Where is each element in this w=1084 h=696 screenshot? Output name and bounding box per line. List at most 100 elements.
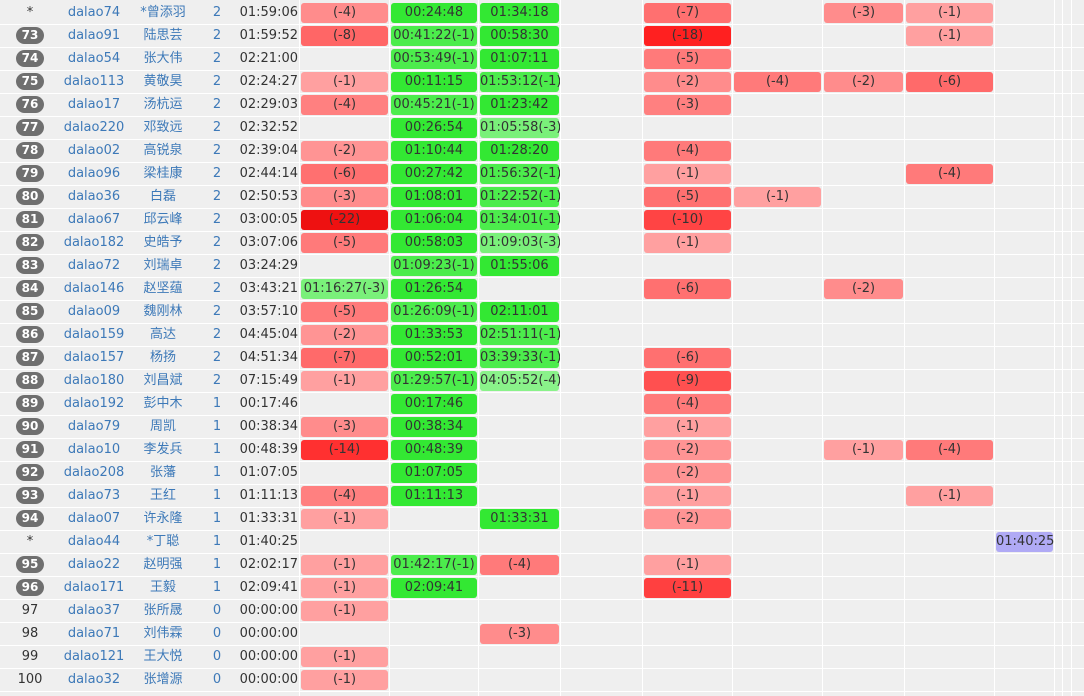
problem-cell[interactable]: 01:07:11 (478, 48, 560, 70)
problem-cell[interactable]: 01:08:01 (389, 186, 478, 208)
problem-cell[interactable]: 00:48:39 (389, 439, 478, 461)
problem-cell[interactable]: (-3) (299, 416, 389, 438)
problem-cell[interactable]: (-5) (642, 186, 732, 208)
problem-cell[interactable]: (-5) (299, 232, 389, 254)
problem-cell[interactable]: (-1) (299, 370, 389, 392)
user-link[interactable]: dalao17 (67, 97, 121, 112)
problem-cell[interactable]: (-4) (642, 393, 732, 415)
user-link[interactable]: dalao96 (67, 166, 121, 181)
problem-cell[interactable]: 01:29:57(-1) (389, 370, 478, 392)
user-link[interactable]: dalao09 (67, 304, 121, 319)
problem-cell[interactable]: 00:58:03 (389, 232, 478, 254)
user-link[interactable]: dalao182 (63, 235, 125, 250)
problem-cell[interactable]: 02:09:41 (389, 577, 478, 599)
problem-cell[interactable]: (-5) (299, 301, 389, 323)
problem-cell[interactable]: (-1) (642, 163, 732, 185)
problem-cell[interactable]: 00:27:42 (389, 163, 478, 185)
user-link[interactable]: dalao79 (67, 419, 121, 434)
problem-cell[interactable]: (-1) (299, 669, 389, 691)
problem-cell[interactable]: (-7) (299, 347, 389, 369)
problem-cell[interactable]: (-2) (822, 71, 904, 93)
problem-cell[interactable]: (-1) (642, 554, 732, 576)
problem-cell[interactable]: (-7) (642, 2, 732, 24)
user-link[interactable]: dalao54 (67, 51, 121, 66)
problem-cell[interactable]: 01:07:05 (389, 462, 478, 484)
problem-cell[interactable]: 00:53:49(-1) (389, 48, 478, 70)
problem-cell[interactable]: 01:28:20 (478, 140, 560, 162)
problem-cell[interactable]: 01:23:42 (478, 94, 560, 116)
problem-cell[interactable]: (-1) (904, 25, 994, 47)
user-link[interactable]: dalao74 (67, 5, 121, 20)
user-link[interactable]: dalao121 (63, 649, 125, 664)
user-link[interactable]: dalao32 (67, 672, 121, 687)
problem-cell[interactable]: (-6) (642, 278, 732, 300)
problem-cell[interactable]: (-3) (642, 94, 732, 116)
problem-cell[interactable]: 04:05:52(-4) (478, 370, 562, 392)
problem-cell[interactable]: 00:38:34 (389, 416, 478, 438)
user-link[interactable]: dalao157 (63, 350, 125, 365)
problem-cell[interactable]: (-2) (822, 278, 904, 300)
user-link[interactable]: dalao67 (67, 212, 121, 227)
problem-cell[interactable]: (-1) (299, 508, 389, 530)
problem-cell[interactable]: 01:10:44 (389, 140, 478, 162)
problem-cell[interactable]: (-18) (642, 25, 732, 47)
problem-cell[interactable]: (-1) (642, 232, 732, 254)
problem-cell[interactable]: (-2) (642, 462, 732, 484)
problem-cell[interactable]: (-3) (299, 186, 389, 208)
problem-cell[interactable]: (-6) (642, 347, 732, 369)
problem-cell[interactable]: 01:40:25 (994, 531, 1054, 553)
problem-cell[interactable]: 01:56:32(-1) (478, 163, 562, 185)
problem-cell[interactable]: 00:45:21(-1) (389, 94, 478, 116)
problem-cell[interactable]: (-1) (299, 577, 389, 599)
user-link[interactable]: dalao02 (67, 143, 121, 158)
problem-cell[interactable]: (-4) (904, 439, 994, 461)
problem-cell[interactable]: (-4) (299, 2, 389, 24)
problem-cell[interactable]: (-3) (822, 2, 904, 24)
problem-cell[interactable]: (-4) (642, 140, 732, 162)
problem-cell[interactable]: 01:34:01(-1) (478, 209, 562, 231)
user-link[interactable]: dalao10 (67, 442, 121, 457)
problem-cell[interactable]: (-2) (299, 140, 389, 162)
problem-cell[interactable]: (-9) (642, 370, 732, 392)
user-link[interactable]: dalao36 (67, 189, 121, 204)
user-link[interactable]: dalao171 (63, 580, 125, 595)
problem-cell[interactable]: 01:22:52(-1) (478, 186, 562, 208)
problem-cell[interactable]: 01:26:09(-1) (389, 301, 478, 323)
problem-cell[interactable]: 02:51:11(-1) (478, 324, 562, 346)
user-link[interactable]: dalao71 (67, 626, 121, 641)
problem-cell[interactable]: (-22) (299, 209, 389, 231)
problem-cell[interactable]: 01:05:58(-3) (478, 117, 562, 139)
problem-cell[interactable]: 01:06:04 (389, 209, 478, 231)
problem-cell[interactable]: 01:33:31 (478, 508, 560, 530)
user-link[interactable]: dalao159 (63, 327, 125, 342)
user-link[interactable]: dalao37 (67, 603, 121, 618)
problem-cell[interactable]: (-1) (299, 600, 389, 622)
problem-cell[interactable]: (-4) (478, 554, 560, 576)
problem-cell[interactable]: 01:26:54 (389, 278, 478, 300)
problem-cell[interactable]: 01:55:06 (478, 255, 560, 277)
problem-cell[interactable]: 01:34:18 (478, 2, 560, 24)
problem-cell[interactable]: (-10) (642, 209, 732, 231)
problem-cell[interactable]: 01:53:12(-1) (478, 71, 562, 93)
user-link[interactable]: dalao72 (67, 258, 121, 273)
problem-cell[interactable]: (-3) (478, 623, 560, 645)
user-link[interactable]: dalao146 (63, 281, 125, 296)
problem-cell[interactable]: (-2) (299, 324, 389, 346)
problem-cell[interactable]: 02:11:01 (478, 301, 560, 323)
problem-cell[interactable]: (-1) (299, 646, 389, 668)
problem-cell[interactable]: (-5) (642, 48, 732, 70)
problem-cell[interactable]: (-2) (642, 71, 732, 93)
user-link[interactable]: dalao113 (63, 74, 125, 89)
problem-cell[interactable]: 03:39:33(-1) (478, 347, 562, 369)
user-link[interactable]: dalao208 (63, 465, 125, 480)
problem-cell[interactable]: (-4) (299, 485, 389, 507)
problem-cell[interactable]: (-4) (904, 163, 994, 185)
problem-cell[interactable]: 01:09:23(-1) (389, 255, 478, 277)
problem-cell[interactable]: 01:11:13 (389, 485, 478, 507)
problem-cell[interactable]: (-1) (904, 2, 994, 24)
problem-cell[interactable]: 00:24:48 (389, 2, 478, 24)
user-link[interactable]: dalao07 (67, 511, 121, 526)
user-link[interactable]: dalao22 (67, 557, 121, 572)
problem-cell[interactable]: (-1) (299, 71, 389, 93)
problem-cell[interactable]: 00:52:01 (389, 347, 478, 369)
